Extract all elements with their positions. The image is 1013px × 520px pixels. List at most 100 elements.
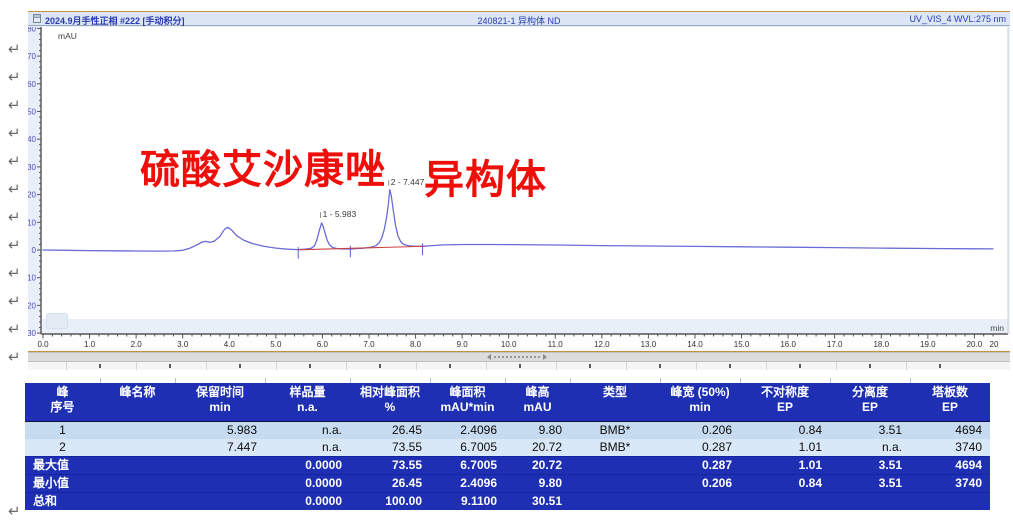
table-cell: 3740 [910,474,990,493]
chromatogram-plot[interactable]: -30 -20 -10 0 10 20 30 40 50 60 70 80 mAU 0.0 1.0 2.0 3.… [28,27,1010,351]
summary-label: 总和 [25,492,175,510]
scroll-left-icon[interactable] [487,354,491,360]
return-mark-icon: ↵ [8,502,21,520]
svg-text:min: min [990,323,1004,333]
svg-text:3.0: 3.0 [177,340,189,349]
column-header: 保留时间 min [175,383,265,422]
svg-text:18.0: 18.0 [873,340,889,349]
signal-icon [33,14,41,23]
svg-text:-10: -10 [28,274,37,283]
ruler-tick [309,364,311,368]
chromatogram-titlebar: 2024.9月手性正相 #222 [手动积分] 240821-1 异构体 ND … [28,12,1010,26]
svg-text:mAU: mAU [58,31,77,41]
column-header: 类型 [570,383,660,422]
table-cell: 26.45 [350,474,430,493]
table-cell: BMB* [570,439,660,457]
ruler-tick [99,364,101,368]
svg-text:9.0: 9.0 [457,340,469,349]
table-cell: 100.00 [350,492,430,510]
column-header: 不对称度 EP [740,383,830,422]
summary-label: 最小值 [25,474,175,493]
svg-text:7.0: 7.0 [363,340,375,349]
table-cell: 9.80 [505,421,570,439]
table-cell: 30.51 [505,492,570,510]
svg-text:13.0: 13.0 [641,340,657,349]
svg-text:1.0: 1.0 [84,340,96,349]
table-cell: n.a. [265,421,350,439]
column-header: 峰面积 mAU*min [430,383,505,422]
return-mark-icon: ↵ [8,180,21,198]
table-cell: 6.7005 [430,439,505,457]
svg-text:5.0: 5.0 [270,340,282,349]
svg-text:12.0: 12.0 [594,340,610,349]
table-cell: 3.51 [830,421,910,439]
column-header: 相对峰面积% [350,383,430,422]
ruler-tick [729,364,731,368]
summary-row: 最小值 0.0000 26.45 2.4096 9.80 0.206 0.84 3.51 374… [25,474,990,493]
table-row[interactable]: 1 5.983 n.a. 26.45 2.4096 9.80 BMB* 0.206 0.84 3.… [25,421,990,439]
chromatogram-pane[interactable]: 2024.9月手性正相 #222 [手动积分] 240821-1 异构体 ND … [28,11,1010,370]
summary-label: 最大值 [25,456,175,475]
table-cell: 6.7005 [430,456,505,475]
ruler-tick [659,364,661,368]
table-cell: 20.72 [505,456,570,475]
column-header: 样品量 n.a. [265,383,350,422]
svg-text:6.0: 6.0 [317,340,329,349]
integration-baseline[interactable] [298,245,425,251]
table-cell [740,492,830,510]
table-cell [175,456,265,475]
svg-text:20.0: 20.0 [967,340,983,349]
scrollbar-handle[interactable] [487,354,547,360]
annotation-isomer: 异构体 [424,158,547,202]
svg-text:4.0: 4.0 [224,340,236,349]
integration-results-table: 峰序号 峰名称 保留时间 min 样品量 n.a. 相对峰面积% 峰面积 mAU*min 峰高 mA… [25,378,990,510]
svg-text:11.0: 11.0 [548,340,564,349]
scrollbar-grip-dots [494,356,540,358]
ruler-tick [799,364,801,368]
svg-text:40: 40 [28,135,37,144]
table-cell: 3.51 [830,474,910,493]
svg-text:15.0: 15.0 [734,340,750,349]
table-cell: 1.01 [740,439,830,457]
column-header: 峰高 mAU [505,383,570,422]
table-cell: 9.80 [505,474,570,493]
table-cell: 0.84 [740,421,830,439]
table-top-strip [25,378,990,383]
return-mark-icon: ↵ [8,236,21,254]
column-header: 峰名称 [100,383,175,422]
table-cell [175,474,265,493]
table-cell: 20.72 [505,439,570,457]
return-mark-icon: ↵ [8,320,21,338]
table-cell: 7.447 [175,439,265,457]
table-cell [660,492,740,510]
ruler-tick [519,364,521,368]
table-cell: 1.01 [740,456,830,475]
table-cell: 2.4096 [430,474,505,493]
table-cell: 0.84 [740,474,830,493]
svg-text:20: 20 [28,191,37,200]
injection-title: 2024.9月手性正相 #222 [手动积分] [45,16,185,26]
svg-text:70: 70 [28,52,37,61]
scroll-right-icon[interactable] [543,354,547,360]
return-mark-icon: ↵ [8,264,21,282]
table-cell: 2 [25,439,100,457]
ruler-tick [379,364,381,368]
table-cell: n.a. [265,439,350,457]
svg-text:17.0: 17.0 [827,340,843,349]
table-cell [100,421,175,439]
table-row[interactable]: 2 7.447 n.a. 73.55 6.7005 20.72 BMB* 0.287 1.01 n… [25,439,990,457]
channel-label: UV_VIS_4 WVL:275 nm [909,14,1006,24]
plot-background [42,27,1008,319]
svg-text:10: 10 [28,218,37,227]
table-cell: 0.287 [660,456,740,475]
table-cell: 0.287 [660,439,740,457]
summary-row: 最大值 0.0000 73.55 6.7005 20.72 0.287 1.01 3.51 46… [25,456,990,475]
table-cell: 4694 [910,421,990,439]
return-mark-icon: ↵ [8,124,21,142]
svg-text:14.0: 14.0 [687,340,703,349]
peak-label: 1 - 5.983 [323,209,357,219]
time-axis-scrollbar [28,352,1010,361]
table-cell: 0.0000 [265,474,350,493]
column-header: 分离度 EP [830,383,910,422]
svg-text:20: 20 [990,340,999,349]
